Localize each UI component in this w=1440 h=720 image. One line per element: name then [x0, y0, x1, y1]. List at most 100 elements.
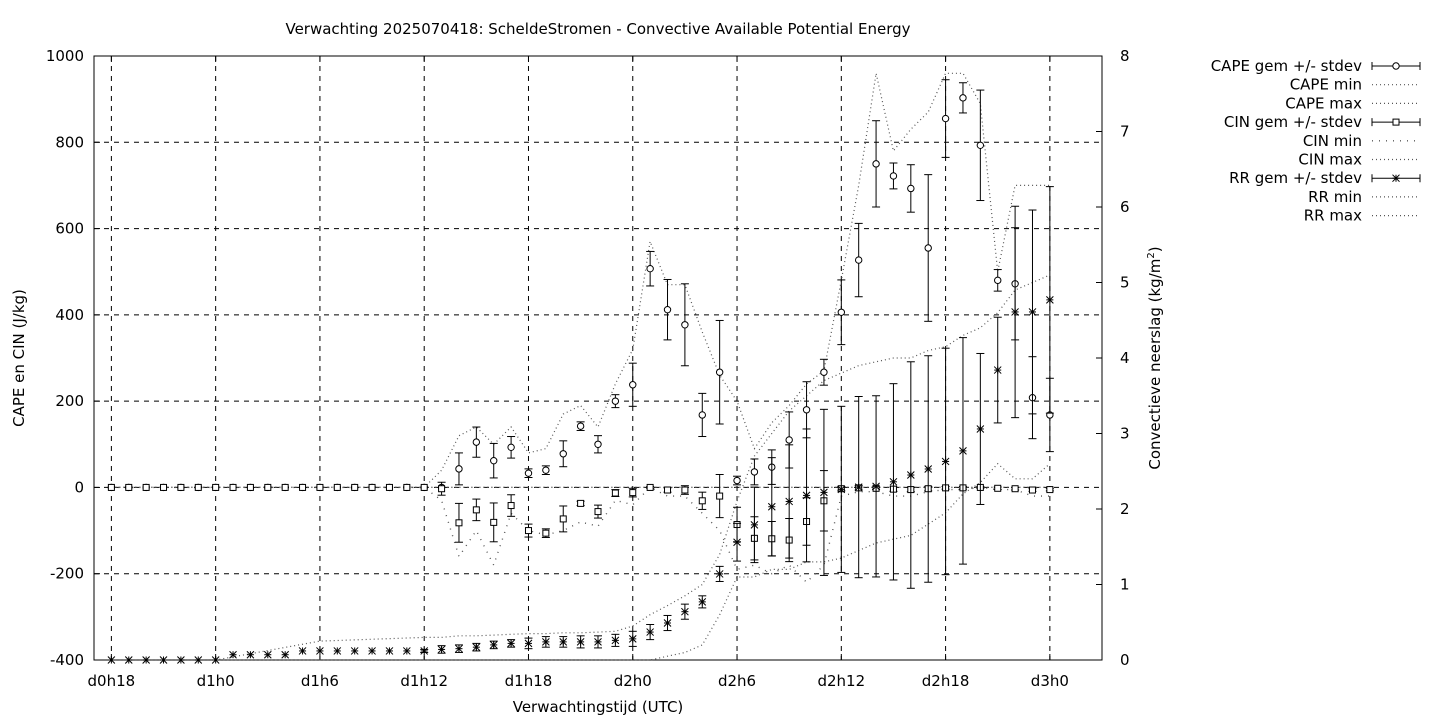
rr-gem-stdev-point [854, 483, 863, 491]
legend-label: RR max [1304, 207, 1362, 225]
cin-gem-stdev-point [472, 506, 480, 514]
star-stroke [594, 638, 602, 646]
rr-gem-stdev-point [350, 647, 359, 655]
legend-label: CAPE min [1290, 76, 1362, 94]
legend-label: RR min [1308, 188, 1362, 206]
cape-gem-stdev-point [820, 368, 828, 376]
cin-gem-stdev-point [664, 486, 672, 494]
y2-tick-label: 2 [1120, 500, 1130, 518]
rr-gem-stdev-point [611, 636, 620, 645]
x-tick-label: d0h18 [88, 672, 136, 690]
cape-gem-stdev-point [715, 368, 724, 376]
cin-gem-stdev-point [681, 486, 689, 494]
star-stroke [889, 477, 898, 486]
cape-gem-stdev-point [872, 160, 880, 168]
star-stroke [368, 647, 376, 655]
star-stroke [872, 482, 880, 491]
rr-gem-stdev-point [159, 656, 168, 664]
x-tick-label: d2h0 [614, 672, 652, 690]
rr-gem-stdev-point [107, 656, 116, 664]
rr-gem-stdev-point [472, 643, 481, 652]
rr-gem-stdev-point [489, 641, 498, 649]
star-stroke [733, 538, 741, 547]
y2-tick-label: 7 [1120, 123, 1130, 141]
cin-gem-stdev-point [368, 483, 376, 491]
y2-tick-label: 6 [1120, 198, 1130, 216]
star-stroke [646, 628, 654, 636]
cin-gem-stdev-point [299, 483, 307, 491]
cin-gem-stdev-point [246, 483, 254, 491]
y2-axis-label-main: Convectieve neerslag (kg/m [1146, 259, 1164, 470]
legend-item: CIN min [1303, 132, 1420, 150]
cin-gem-stdev-point [1046, 486, 1054, 494]
y2-tick-label: 0 [1120, 651, 1130, 669]
rr-gem-stdev-point [628, 635, 637, 643]
rr-gem-stdev-point [194, 656, 203, 664]
cape-gem-stdev-point [802, 406, 811, 414]
star-stroke [316, 647, 324, 655]
rr-gem-stdev-point [333, 647, 342, 655]
rr-gem-stdev-point [802, 491, 811, 500]
rr-gem-stdev-point [524, 639, 533, 648]
star-stroke [402, 647, 411, 655]
cape-gem-stdev-point [750, 468, 759, 476]
rr-gem-stdev-point [906, 471, 915, 479]
star-stroke [628, 635, 637, 643]
rr-gem-stdev-point [211, 656, 220, 664]
star-stroke [785, 497, 794, 506]
cin-gem-stdev-point [264, 483, 272, 491]
cin-gem-stdev-point [212, 483, 220, 491]
cin-gem-stdev-point [403, 483, 411, 491]
star-stroke [698, 598, 707, 606]
star-stroke [767, 502, 776, 511]
rr-gem-stdev-point [368, 647, 376, 655]
star-stroke [906, 471, 915, 479]
rr-gem-stdev-point [959, 447, 967, 455]
legend-label: CIN min [1303, 132, 1362, 150]
cin-gem-stdev-point [594, 508, 602, 516]
y2-tick-label: 5 [1120, 274, 1130, 292]
rr-gem-stdev-point [124, 656, 133, 664]
star-stroke [802, 491, 811, 500]
rr-gem-stdev-point [385, 647, 394, 655]
cin-gem-stdev-point [420, 483, 428, 491]
star-stroke [559, 638, 568, 646]
rr-gem-stdev-point [177, 656, 185, 664]
cape-gem-stdev-point [663, 305, 672, 314]
star-stroke [837, 485, 846, 494]
cin-gem-stdev-point [559, 515, 567, 523]
cin-gem-stdev-point [1011, 485, 1019, 493]
star-stroke [437, 645, 446, 654]
grid-lines [94, 56, 1102, 660]
rr-gem-stdev-point [785, 497, 794, 506]
star-stroke [281, 650, 290, 659]
rr-gem-stdev-point [976, 425, 985, 433]
cape-gem-stdev-point [559, 450, 567, 458]
series-lines [111, 72, 1051, 661]
star-stroke [1028, 308, 1037, 316]
star-stroke [124, 656, 133, 664]
star-stroke [263, 650, 272, 659]
legend-swatch-marker [1392, 118, 1400, 126]
cape-gem-stdev-point [889, 172, 898, 180]
cape-gem-stdev-point [837, 308, 846, 316]
series-marks [107, 79, 1054, 664]
y-tick-label: -400 [50, 651, 84, 669]
cin-gem-stdev-point [142, 483, 150, 491]
cin-gem-stdev-point [194, 483, 202, 491]
cape-gem-stdev-point [941, 114, 950, 123]
chart-title: Verwachting 2025070418: ScheldeStromen -… [285, 20, 910, 38]
rr-gem-stdev-point [733, 538, 741, 547]
legend-item: CIN gem +/- stdev [1224, 113, 1421, 131]
star-stroke [524, 639, 533, 648]
cin-gem-stdev-point [716, 492, 724, 500]
star-stroke [924, 465, 933, 473]
star-stroke [1392, 174, 1400, 183]
cape-gem-stdev-point [490, 456, 498, 465]
legend-item: RR gem +/- stdev [1229, 169, 1421, 187]
rr-gem-stdev-point [455, 644, 463, 653]
cin-gem-stdev-point [385, 483, 393, 491]
rr-gem-stdev-point [316, 647, 324, 655]
